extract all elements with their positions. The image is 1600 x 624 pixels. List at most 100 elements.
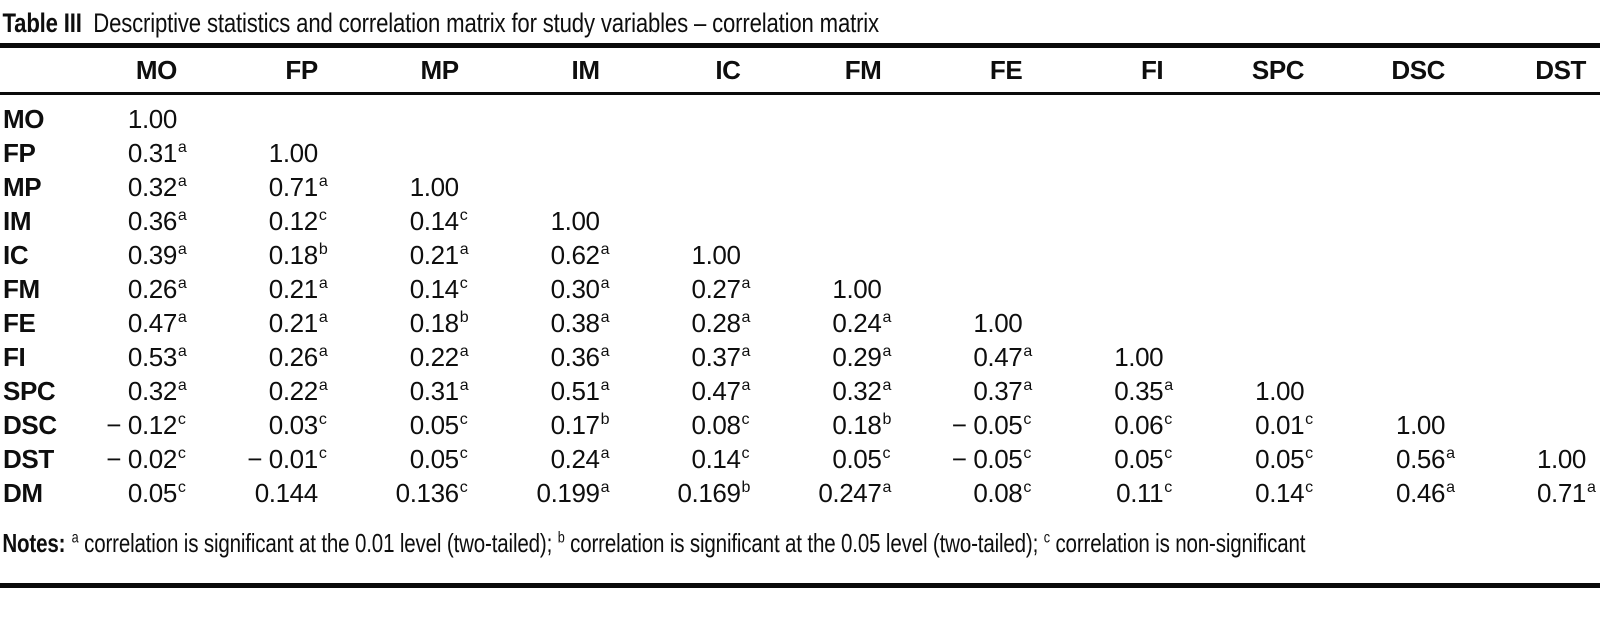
empty-cell — [1318, 170, 1459, 204]
superscript-marker: c — [459, 275, 468, 292]
superscript-marker: a — [318, 173, 328, 190]
cell-value: 0.199 — [536, 478, 600, 508]
matrix-cell: 0.47a — [50, 306, 191, 340]
cell-value: 0.05 — [1114, 444, 1164, 474]
column-header-fi: FI — [1036, 48, 1178, 95]
empty-cell — [1459, 340, 1600, 374]
superscript-marker: a — [459, 241, 469, 258]
superscript-marker: a — [1446, 445, 1455, 462]
superscript-marker: a — [177, 309, 187, 326]
empty-cell — [473, 170, 614, 204]
table-row-spc: SPC 0.32a 0.22a 0.31a 0.51a 0.47a 0.32a 0.37a 0.… — [0, 374, 1600, 408]
empty-cell — [332, 94, 473, 137]
matrix-cell: 0.14c — [332, 272, 473, 306]
empty-cell — [1459, 238, 1600, 272]
matrix-cell: 0.01c — [1177, 408, 1318, 442]
superscript-marker: a — [177, 241, 187, 258]
superscript-marker: a — [600, 343, 610, 360]
empty-cell — [1177, 94, 1318, 137]
cell-value: 0.05 — [127, 478, 177, 508]
column-header-fm: FM — [754, 48, 896, 95]
superscript-marker: c — [459, 445, 468, 462]
cell-value: − 0.02 — [106, 444, 177, 474]
superscript-marker: c — [459, 207, 468, 224]
cell-value: 0.05 — [1255, 444, 1305, 474]
empty-cell — [191, 94, 332, 137]
empty-cell — [1318, 94, 1459, 137]
matrix-cell: 0.21a — [191, 306, 332, 340]
empty-cell — [1459, 272, 1600, 306]
matrix-cell: 0.169b — [614, 476, 755, 510]
superscript-marker: c — [741, 445, 750, 462]
empty-cell — [1177, 272, 1318, 306]
empty-cell — [1036, 94, 1177, 137]
notes-label: Notes: — [2, 528, 66, 558]
cell-value: − 0.12 — [106, 410, 177, 440]
cell-value: 0.18 — [268, 240, 318, 270]
note-superscript: a — [71, 529, 79, 547]
superscript-marker: c — [1023, 445, 1032, 462]
matrix-cell: 0.36a — [50, 204, 191, 238]
matrix-cell: 1.00 — [614, 238, 755, 272]
matrix-cell: 0.39a — [50, 238, 191, 272]
empty-cell — [1036, 238, 1177, 272]
column-header-mp: MP — [331, 48, 473, 95]
superscript-marker: a — [1023, 343, 1033, 360]
cell-value: − 0.05 — [951, 444, 1023, 474]
matrix-cell: 0.05c — [755, 442, 896, 476]
matrix-cell: 0.05c — [332, 442, 473, 476]
cell-value: 0.29 — [832, 342, 882, 372]
superscript-marker: c — [1305, 411, 1314, 428]
cell-value: 1.00 — [409, 172, 459, 202]
superscript-marker: a — [882, 479, 892, 496]
superscript-marker: a — [741, 377, 751, 394]
superscript-marker: a — [459, 343, 469, 360]
superscript-marker: a — [741, 275, 751, 292]
matrix-cell: 0.56a — [1318, 442, 1459, 476]
matrix-cell: 0.71a — [1459, 476, 1600, 510]
matrix-cell: 0.06c — [1036, 408, 1177, 442]
superscript-marker: a — [600, 309, 610, 326]
column-header-label: IM — [571, 54, 600, 85]
cell-value: 0.62 — [550, 240, 600, 270]
empty-cell — [755, 94, 896, 137]
superscript-marker: a — [882, 343, 892, 360]
table-title: Table III Descriptive statistics and corr… — [0, 4, 1312, 43]
matrix-cell: 0.28a — [614, 306, 755, 340]
matrix-cell: − 0.02c — [50, 442, 191, 476]
matrix-cell: 0.21a — [191, 272, 332, 306]
table-row-ic: IC 0.39a 0.18b 0.21a 0.62a 1.00 — [0, 238, 1600, 272]
empty-cell — [1177, 204, 1318, 238]
matrix-cell: 0.08c — [895, 476, 1036, 510]
matrix-cell: 0.05c — [332, 408, 473, 442]
matrix-cell: 0.51a — [473, 374, 614, 408]
empty-cell — [1459, 374, 1600, 408]
cell-value: 0.37 — [973, 376, 1023, 406]
matrix-cell: 0.37a — [614, 340, 755, 374]
cell-value: 0.35 — [1114, 376, 1164, 406]
empty-cell — [614, 170, 755, 204]
cell-value: 0.21 — [268, 308, 318, 338]
empty-cell — [1318, 340, 1459, 374]
matrix-cell: 1.00 — [50, 94, 191, 137]
empty-cell — [895, 94, 1036, 137]
matrix-cell: 0.29a — [755, 340, 896, 374]
cell-value: 0.12 — [268, 206, 318, 236]
column-header-label: FE — [989, 54, 1023, 85]
cell-value: 0.17 — [550, 410, 600, 440]
superscript-marker: c — [318, 445, 327, 462]
empty-cell — [755, 238, 896, 272]
row-label: MP — [3, 172, 42, 202]
top-rule — [0, 43, 1600, 48]
superscript-marker: a — [177, 377, 187, 394]
column-header-label: FP — [285, 54, 318, 85]
cell-value: 0.37 — [691, 342, 741, 372]
matrix-cell: − 0.01c — [191, 442, 332, 476]
empty-cell — [895, 204, 1036, 238]
empty-cell — [895, 272, 1036, 306]
cell-value: − 0.05 — [951, 410, 1023, 440]
column-header-label: MO — [135, 54, 177, 85]
cell-value: 0.21 — [268, 274, 318, 304]
matrix-cell: 0.18b — [191, 238, 332, 272]
cell-value: 0.01 — [1255, 410, 1305, 440]
